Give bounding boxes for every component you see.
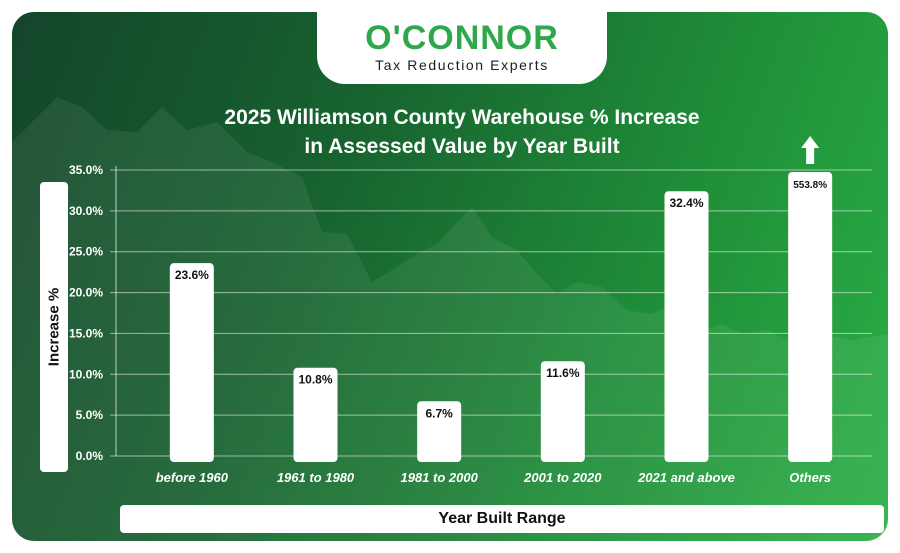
bar — [169, 263, 214, 462]
data-label: 10.8% — [298, 373, 332, 387]
x-axis-label: Year Built Range — [438, 510, 566, 527]
y-tick-label: 0.0% — [76, 449, 104, 463]
bar — [540, 361, 585, 462]
bar — [417, 401, 462, 462]
y-axis-label-box — [40, 182, 68, 472]
brand-tagline: Tax Reduction Experts — [375, 57, 549, 73]
x-axis-label-box — [120, 505, 884, 533]
data-label: 553.8% — [793, 180, 827, 191]
data-label: 11.6% — [546, 366, 580, 380]
y-tick-label: 20.0% — [69, 286, 103, 300]
y-tick-label: 35.0% — [69, 163, 103, 177]
chart-title-line2: in Assessed Value by Year Built — [304, 135, 620, 158]
x-tick-label: 2021 and above — [637, 470, 735, 485]
bar-chart: 0.0% 5.0% 10.0% 15.0% 20.0% 25.0% 30.0% 35.0% be… — [12, 97, 888, 541]
data-label: 6.7% — [425, 406, 453, 420]
chart-title-line1: 2025 Williamson County Warehouse % Incre… — [224, 106, 700, 129]
brand-logo: O'CONNOR Tax Reduction Experts — [317, 12, 607, 84]
data-label: 32.4% — [669, 196, 703, 210]
bar — [664, 191, 709, 462]
data-label: 23.6% — [175, 268, 209, 282]
y-tick-label: 30.0% — [69, 204, 103, 218]
x-tick-label: before 1960 — [156, 470, 229, 485]
y-tick-label: 25.0% — [69, 245, 103, 259]
bar — [788, 172, 833, 462]
y-tick-label: 5.0% — [76, 408, 104, 422]
overflow-arrow-icon — [801, 136, 820, 164]
x-tick-label: Others — [789, 470, 831, 485]
x-tick-label: 1981 to 2000 — [400, 470, 478, 485]
bar — [293, 367, 338, 462]
x-tick-label: 2001 to 2020 — [523, 470, 602, 485]
chart-card: 0.0% 5.0% 10.0% 15.0% 20.0% 25.0% 30.0% 35.0% be… — [12, 12, 888, 541]
brand-name: O'CONNOR — [365, 19, 559, 57]
x-tick-label: 1961 to 1980 — [277, 470, 355, 485]
y-tick-label: 15.0% — [69, 326, 103, 340]
y-axis-label: Increase % — [45, 287, 63, 367]
y-tick-label: 10.0% — [69, 367, 103, 381]
